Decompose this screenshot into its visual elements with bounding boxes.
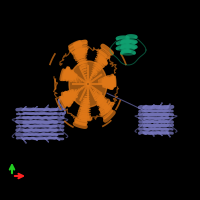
Polygon shape bbox=[69, 61, 107, 107]
